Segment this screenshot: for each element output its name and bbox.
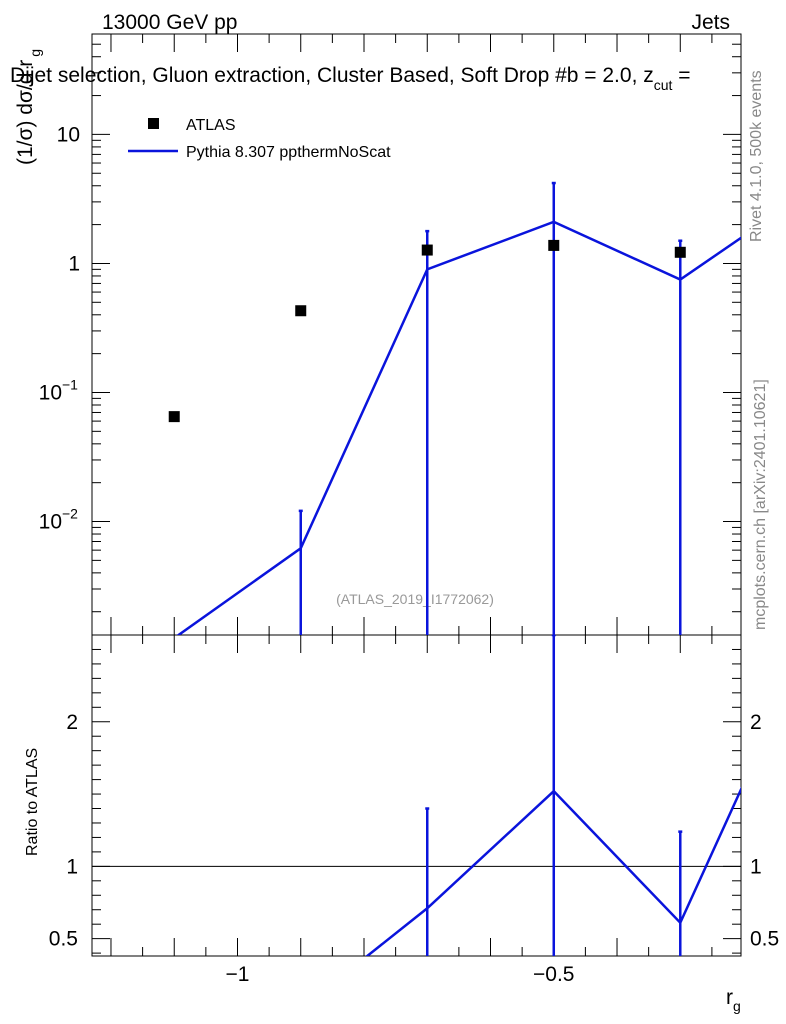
energy-label: 13000 GeV pp (102, 11, 237, 34)
main-data-point (674, 246, 686, 258)
legend: ATLAS Pythia 8.307 ppthermNoScat (128, 117, 391, 161)
main-y-axis-label: (1/σ) dσ/d r g (14, 49, 43, 165)
main-data-point (168, 411, 180, 423)
main-data-point (770, 249, 781, 260)
x-tick-labels: −1 −0.5 (226, 963, 575, 986)
ratio-y-tick-label-left: 1 (66, 855, 78, 878)
selection-title-zcut-eq: = (672, 64, 690, 87)
main-data-series (168, 239, 781, 423)
ratio-panel-frame (91, 634, 742, 957)
selection-title-zcut-sub: cut (654, 77, 673, 93)
selection-title: Dijet selection, Gluon extraction, Clust… (10, 64, 691, 93)
x-axis-label: rg (726, 986, 741, 1014)
ratio-y-tick-label-left: 0.5 (49, 928, 78, 951)
x-axis-label-text: r (726, 986, 733, 1009)
main-data-point (421, 244, 433, 256)
main-data-point (548, 239, 560, 251)
x-tick-label: −1 (226, 963, 250, 986)
main-data-point (295, 305, 307, 317)
x-axis-label-sub: g (733, 998, 741, 1014)
legend-mc-label: Pythia 8.307 ppthermNoScat (186, 144, 391, 161)
ratio-y-tick-label-left: 2 (66, 711, 78, 734)
ratio-y-tick-labels: 2 2 1 1 0.5 0.5 (49, 711, 779, 951)
main-y-ticks (92, 33, 741, 613)
selection-title-main: Dijet selection, Gluon extraction, Clust… (10, 64, 654, 87)
ratio-mc-line (365, 786, 741, 956)
ratio-y-tick-label-right: 1 (750, 855, 762, 878)
rivet-label: Rivet 4.1.0, 500k events (748, 70, 765, 242)
process-label: Jets (691, 11, 730, 34)
x-tick-label: −0.5 (533, 963, 574, 986)
ratio-y-tick-label-right: 2 (750, 711, 762, 734)
mcplots-label: mcplots.cern.ch [arXiv:2401.10621] (752, 379, 769, 630)
ratio-y-ticks (92, 648, 741, 954)
main-mc-series (176, 181, 741, 635)
main-y-tick-label: 1 (68, 252, 80, 275)
legend-data-marker (148, 118, 159, 129)
ratio-mc-series (365, 635, 741, 956)
main-mc-line (176, 220, 741, 635)
legend-data-label: ATLAS (186, 117, 236, 134)
main-y-tick-label: 10 (57, 123, 80, 146)
analysis-watermark: (ATLAS_2019_I1772062) (336, 591, 494, 607)
main-y-tick-exponent: −1 (62, 376, 78, 392)
main-y-axis-label-text: (1/σ) dσ/d r (14, 60, 37, 165)
x-ticks (110, 34, 713, 956)
main-y-tick-label: 10 (39, 381, 62, 404)
main-y-axis-label-sub: g (27, 49, 43, 57)
main-y-tick-exponent: −2 (62, 506, 78, 522)
ratio-y-axis-label: Ratio to ATLAS (24, 748, 41, 856)
main-y-tick-label: 10 (39, 511, 62, 534)
ratio-y-tick-label-right: 0.5 (750, 928, 779, 951)
